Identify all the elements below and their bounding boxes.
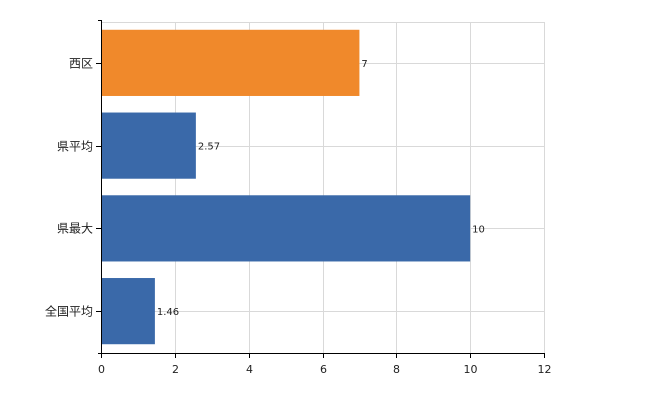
x-tick-label-6: 6 [320,363,327,376]
x-tick-label-4: 4 [246,363,253,376]
y-tick-label-2: 県平均 [57,140,93,154]
bar-4 [101,278,155,345]
data-label-3: 10 [472,224,485,235]
data-label-2: 2.57 [198,142,220,153]
data-label-1: 7 [361,59,367,70]
bars [101,29,471,345]
x-tick-label-0: 0 [98,363,105,376]
y-tick-label-1: 西区 [69,57,93,71]
axes [96,20,545,358]
bar-2 [101,112,196,179]
x-tick-label-2: 2 [172,363,179,376]
x-tick-label-10: 10 [464,363,478,376]
x-tick-label-8: 8 [393,363,400,376]
y-tick-label-3: 県最大 [57,222,93,236]
bar-1 [101,29,360,96]
x-tick-label-12: 12 [538,363,552,376]
data-label-4: 1.46 [157,307,179,318]
bar-3 [101,195,471,262]
y-tick-label-4: 全国平均 [45,304,93,319]
